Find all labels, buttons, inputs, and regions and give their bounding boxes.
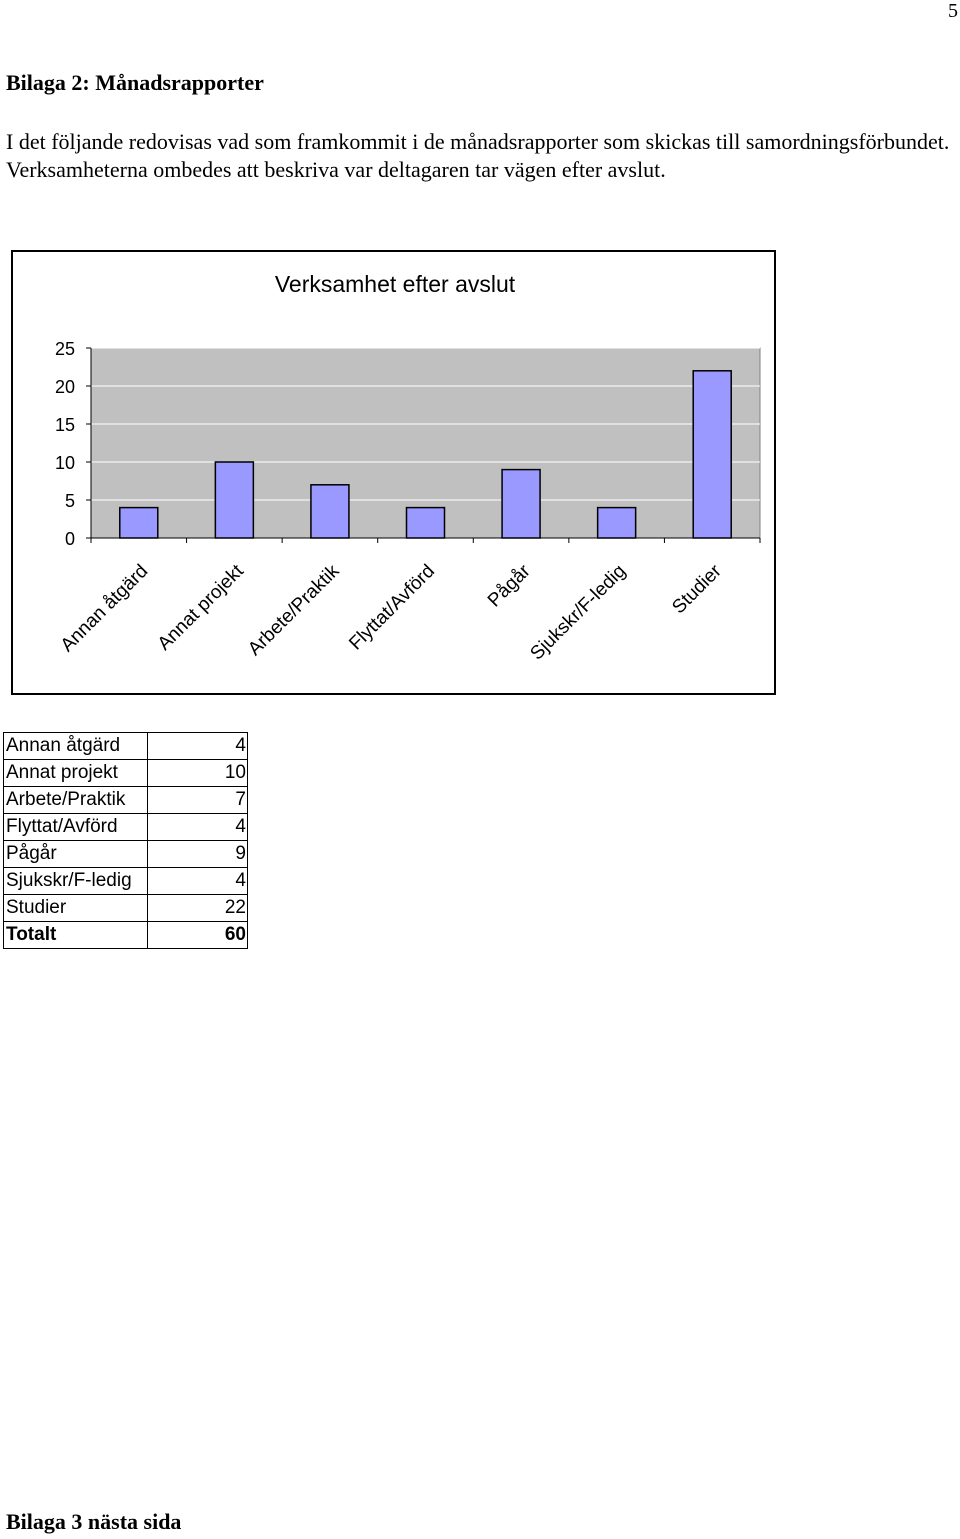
table-row: Sjukskr/F-ledig 4 (3, 867, 248, 895)
bar (405, 506, 446, 539)
chart-title: Verksamhet efter avslut (275, 271, 516, 297)
y-tick-label: 15 (55, 415, 75, 435)
table-row: Arbete/Praktik 7 (3, 786, 248, 814)
appendix-heading: Bilaga 2: Månadsrapporter (6, 70, 264, 95)
x-tick-label: Annan åtgärd (57, 561, 153, 657)
bar (214, 461, 255, 539)
table-row: Annan åtgärd 4 (3, 732, 248, 760)
y-tick-label: 0 (65, 529, 75, 549)
footer-note: Bilaga 3 nästa sida (6, 1509, 182, 1534)
table-label-cell: Annan åtgärd (3, 732, 148, 760)
bar (692, 370, 732, 539)
table-row: Studier 22 (3, 894, 248, 922)
table-value-cell: 4 (147, 732, 248, 760)
plot-background (90, 347, 761, 539)
table-value-cell: 4 (147, 867, 248, 895)
bar (310, 484, 350, 539)
table-value-cell: 22 (147, 894, 248, 922)
plot-area: 0 5 10 15 20 25 Annan åtgärd Annat projektArbet… (55, 339, 761, 665)
table-row: Flyttat/Avförd 4 (3, 813, 248, 841)
table-label-cell: Studier (3, 894, 148, 922)
table-value-cell: 60 (147, 921, 248, 949)
bar (596, 506, 637, 539)
bar-chart: Verksamhet efter avslut 0 5 10 15 20 25 Annan … (11, 250, 776, 695)
table-label-cell: Arbete/Praktik (3, 786, 148, 814)
bar (119, 506, 159, 539)
x-tick-label: Flyttat/Avförd (345, 561, 439, 655)
y-tick-label: 20 (55, 377, 75, 397)
table-value-cell: 9 (147, 840, 248, 868)
x-tick-label: Sjukskr/F-ledig (526, 561, 630, 665)
table-value-cell: 10 (147, 759, 248, 787)
summary-table: Annan åtgärd 4 Annat projekt 10 Arbete/Prakt… (3, 732, 248, 949)
table-total-row: Totalt 60 (3, 921, 248, 949)
table-label-cell: Pågår (3, 840, 148, 868)
page-number: 5 (948, 0, 958, 22)
x-tick-label: Studier (668, 560, 726, 618)
y-tick-label: 25 (55, 339, 75, 359)
table-label-cell: Totalt (3, 921, 148, 949)
table-label-cell: Flyttat/Avförd (3, 813, 148, 841)
table-value-cell: 4 (147, 813, 248, 841)
x-tick-label: Arbete/Praktik (244, 560, 344, 660)
y-tick-label: 10 (55, 453, 75, 473)
table-label-cell: Sjukskr/F-ledig (3, 867, 148, 895)
bar-chart-svg: Verksamhet efter avslut 0 5 10 15 20 25 Annan … (55, 271, 761, 665)
x-tick-label: Annat projekt (154, 560, 249, 655)
x-tick-label: Pågår (484, 560, 535, 611)
y-tick-label: 5 (65, 491, 75, 511)
table-label-cell: Annat projekt (3, 759, 148, 787)
bar (501, 468, 541, 539)
table-row: Pågår 9 (3, 840, 248, 868)
intro-paragraph: I det följande redovisas vad som framkom… (6, 129, 950, 182)
table-value-cell: 7 (147, 786, 248, 814)
table-row: Annat projekt 10 (3, 759, 248, 787)
